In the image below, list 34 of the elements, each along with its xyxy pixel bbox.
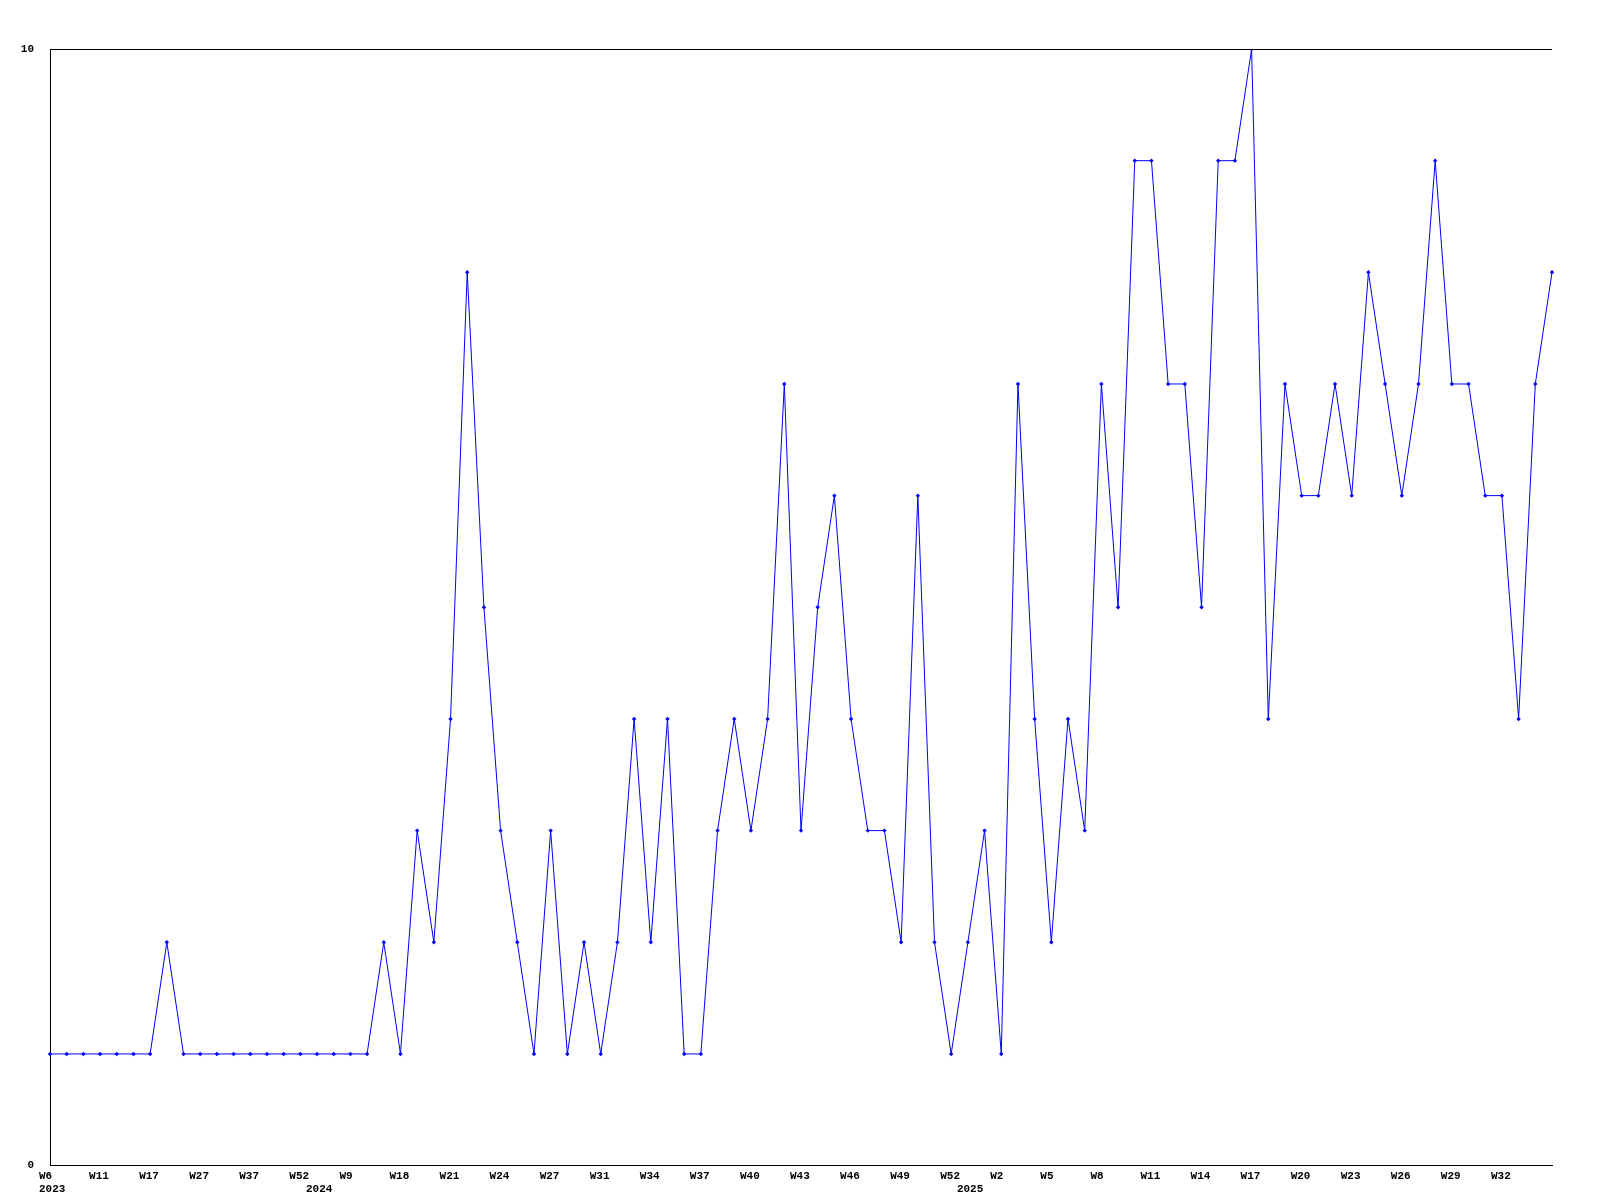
x-tick-label: W5 xyxy=(1040,1169,1054,1182)
x-tick-label: W8 xyxy=(1090,1169,1104,1182)
y-tick-label: 10 xyxy=(20,42,34,55)
x-tick-label: W31 xyxy=(589,1169,610,1182)
x-tick-label: W32 xyxy=(1490,1169,1511,1182)
x-tick-label: W11 xyxy=(89,1169,110,1182)
x-tick-label: W18 xyxy=(389,1169,410,1182)
x-tick-label: W11 xyxy=(1140,1169,1161,1182)
x-tick-label: W21 xyxy=(439,1169,460,1182)
x-tick-label: W27 xyxy=(189,1169,210,1182)
x-tick-label: W29 xyxy=(1440,1169,1461,1182)
x-tick-label: W34 xyxy=(639,1169,660,1182)
x-tick-label: W17 xyxy=(1240,1169,1261,1182)
x-tick-label: W46 xyxy=(840,1169,860,1182)
x-tick-label: W9 xyxy=(339,1169,353,1182)
x-tick-label: W43 xyxy=(790,1169,811,1182)
x-tick-label: W20 xyxy=(1290,1169,1311,1182)
x-tick-label: W40 xyxy=(739,1169,760,1182)
x-tick-label: W49 xyxy=(890,1169,910,1182)
x-tick-label: W2 xyxy=(990,1169,1004,1182)
x-tick-label: W27 xyxy=(539,1169,560,1182)
x-tick-label: W24 xyxy=(489,1169,510,1182)
x-tick-label: W37 xyxy=(239,1169,260,1182)
x-tick-label: 2025 xyxy=(956,1183,984,1196)
x-tick-label: W23 xyxy=(1340,1169,1361,1182)
y-tick-label: 0 xyxy=(27,1159,34,1172)
x-tick-label: W52 xyxy=(289,1169,310,1182)
x-tick-label: W14 xyxy=(1190,1169,1211,1182)
x-tick-label: W6 2023 xyxy=(39,1169,66,1196)
x-tick-label: W26 xyxy=(1390,1169,1411,1182)
x-tick-label: W52 xyxy=(940,1169,961,1182)
x-tick-label: W17 xyxy=(139,1169,159,1182)
x-tick-label: 2024 xyxy=(306,1183,333,1196)
x-tick-label: W37 xyxy=(689,1169,710,1182)
